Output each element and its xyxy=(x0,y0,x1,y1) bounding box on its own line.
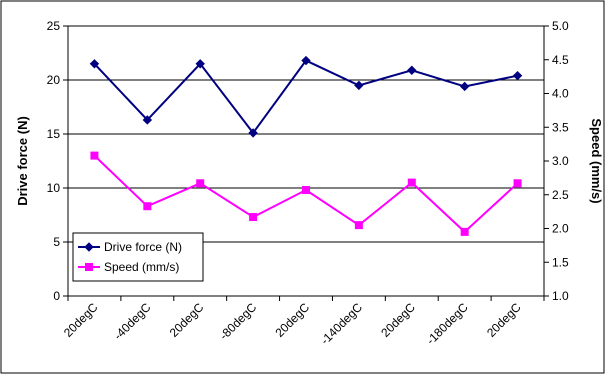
data-point xyxy=(195,59,205,69)
y2-axis-title: Speed (mm/s) xyxy=(589,118,604,203)
y2-tick-label: 3.0 xyxy=(552,154,569,168)
data-point xyxy=(142,115,153,125)
y-tick-label: 25 xyxy=(47,19,61,33)
y2-tick-label: 1.5 xyxy=(552,255,569,269)
legend-swatch-marker xyxy=(84,242,94,252)
data-point xyxy=(90,151,99,160)
legend-label: Drive force (N) xyxy=(104,240,182,254)
y2-tick-label: 4.0 xyxy=(552,87,569,101)
data-point xyxy=(459,81,470,92)
y-tick-label: 0 xyxy=(53,289,60,303)
data-point xyxy=(354,80,364,91)
y-tick-label: 20 xyxy=(47,73,61,87)
data-point xyxy=(196,179,205,188)
y-axis-title: Drive force (N) xyxy=(15,116,30,206)
data-point xyxy=(143,202,152,211)
y2-tick-label: 2.0 xyxy=(552,222,569,236)
data-point xyxy=(249,213,258,222)
legend-box xyxy=(72,232,204,282)
y-tick-label: 15 xyxy=(47,127,61,141)
legend-item: Drive force (N) xyxy=(78,240,182,254)
legend-swatch-marker xyxy=(85,263,93,271)
series xyxy=(89,55,523,236)
series-drive-force xyxy=(89,55,523,138)
data-point xyxy=(407,178,416,187)
legend-label: Speed (mm/s) xyxy=(104,260,179,274)
data-point xyxy=(354,221,363,230)
y-tick-label: 5 xyxy=(53,235,60,249)
legend-item: Speed (mm/s) xyxy=(78,260,179,274)
data-point xyxy=(302,186,310,195)
data-point xyxy=(512,70,523,81)
data-point xyxy=(248,128,258,138)
data-point xyxy=(513,179,522,188)
data-point xyxy=(89,59,100,69)
y2-tick-label: 2.5 xyxy=(552,188,569,202)
y2-tick-label: 3.5 xyxy=(552,120,569,134)
series-speed xyxy=(90,151,522,236)
data-point xyxy=(460,227,469,236)
y-tick-label: 10 xyxy=(47,181,61,195)
legend: Drive force (N) Speed (mm/s) xyxy=(72,232,204,282)
y2-tick-label: 1.0 xyxy=(552,289,569,303)
data-point xyxy=(301,55,311,66)
y2-tick-label: 4.5 xyxy=(552,53,569,67)
y2-tick-label: 5.0 xyxy=(552,19,569,33)
data-point xyxy=(407,65,417,75)
